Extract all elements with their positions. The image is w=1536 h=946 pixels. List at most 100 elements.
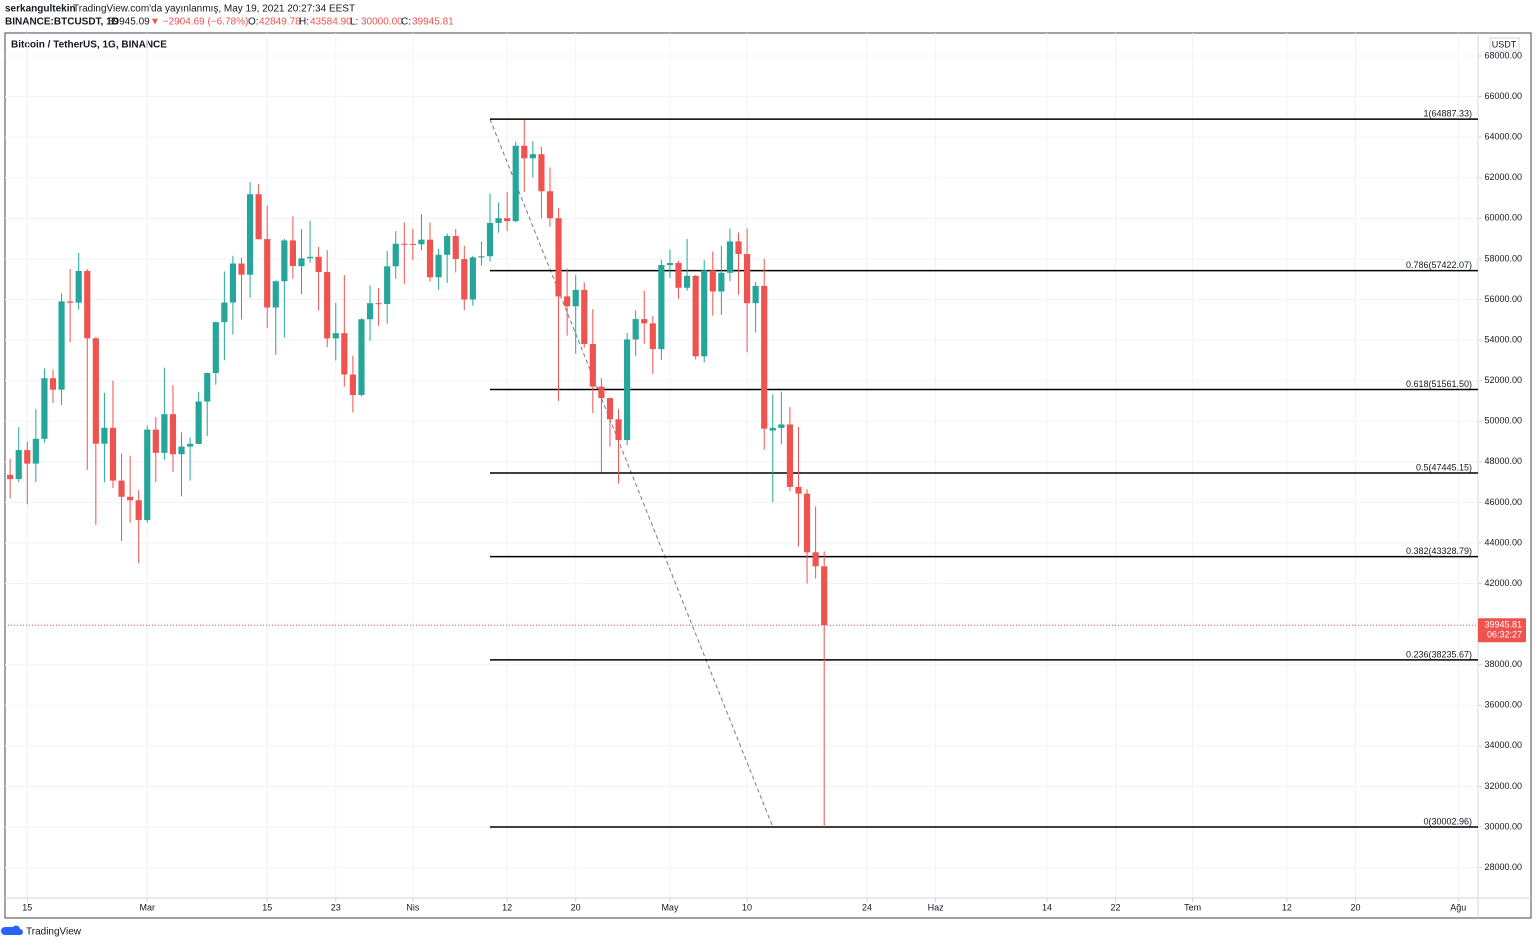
currency-box — [1489, 37, 1520, 52]
candle-body — [649, 323, 656, 350]
y-tick-label: 38000.00 — [1484, 659, 1522, 669]
candle-body — [735, 241, 742, 255]
candle-body — [75, 270, 82, 303]
published: TradingView.com'da yayınlanmış, May 19, … — [73, 4, 355, 15]
candle-body — [187, 443, 194, 447]
candle-body — [478, 256, 485, 258]
candle-body — [521, 145, 528, 159]
candle-body — [178, 446, 185, 455]
candle-body — [375, 303, 382, 305]
candle-body — [444, 235, 451, 255]
candle-body — [41, 378, 48, 439]
x-tick-label: 24 — [862, 902, 872, 912]
x-tick-label: 15 — [22, 902, 32, 912]
candle-body — [195, 401, 202, 444]
fib-label: 0.236(38235.67) — [1406, 649, 1472, 659]
candle-body — [504, 218, 511, 222]
candle-body — [606, 398, 614, 420]
candle-body — [109, 427, 117, 481]
candle-body — [769, 427, 776, 431]
y-tick-label: 30000.00 — [1484, 821, 1522, 831]
candle-body — [246, 194, 254, 275]
x-tick-label: 23 — [331, 902, 341, 912]
currency: USDT — [1492, 39, 1517, 49]
x-tick-label: 12 — [502, 902, 512, 912]
candle-body — [589, 344, 596, 387]
candle-body — [675, 263, 682, 288]
candle-body — [144, 429, 151, 520]
candle-body — [726, 241, 734, 273]
legend-title: Bitcoin / TetherUS, 1G, BINANCE — [11, 40, 167, 51]
candle-body — [238, 263, 245, 275]
candle-body — [795, 486, 802, 494]
x-tick-label: May — [661, 902, 679, 912]
candle-body — [366, 303, 374, 320]
price: 39945.09 — [108, 17, 150, 28]
candle-body — [272, 281, 279, 308]
candle-body — [624, 339, 631, 440]
y-tick-label: 48000.00 — [1484, 456, 1522, 466]
candle-body — [761, 285, 768, 429]
y-tick-label: 56000.00 — [1484, 294, 1522, 304]
x-tick-label: 22 — [1111, 902, 1121, 912]
candle-body — [409, 243, 416, 245]
candle-body — [718, 272, 725, 292]
candle-body — [101, 427, 108, 444]
x-tick-label: Nis — [406, 902, 419, 912]
candle-body — [24, 450, 31, 464]
x-tick-label: 20 — [571, 902, 581, 912]
publisher: serkangultekin — [5, 4, 76, 15]
candle-body — [306, 256, 314, 259]
candle-body — [692, 275, 699, 357]
candle-body — [572, 289, 579, 307]
candle-body — [161, 414, 168, 453]
candle-body — [641, 319, 648, 324]
candle-body — [701, 270, 708, 357]
last-price-label: 39945.81 — [1484, 620, 1522, 630]
candle-body — [341, 333, 348, 375]
ohlc-label: C: — [401, 17, 411, 28]
y-tick-label: 44000.00 — [1484, 537, 1522, 547]
countdown: 06:32:27 — [1487, 630, 1522, 640]
candle-body — [204, 373, 211, 402]
x-tick-label: 12 — [1282, 902, 1292, 912]
candle-body — [803, 493, 811, 553]
candle-body — [564, 296, 571, 307]
x-tick-label: Ağu — [1450, 902, 1466, 912]
x-tick-label: 10 — [742, 902, 752, 912]
candle-body — [264, 239, 271, 308]
y-tick-label: 34000.00 — [1484, 740, 1522, 750]
ohlc-value: 39945.81 — [412, 17, 454, 28]
change: ▼ −2904.69 (−6.78%) — [150, 17, 248, 28]
candle-body — [529, 154, 536, 159]
candle-body — [632, 319, 639, 340]
candle-body — [169, 414, 177, 455]
candle-body — [229, 263, 237, 303]
candle-body — [752, 285, 759, 304]
candle-body — [349, 374, 356, 395]
y-tick-label: 60000.00 — [1484, 213, 1522, 223]
candle-body — [658, 265, 665, 350]
y-tick-label: 54000.00 — [1484, 334, 1522, 344]
candle-body — [7, 474, 14, 480]
candle-body — [49, 378, 57, 390]
chart-frame — [4, 32, 1532, 919]
candle-body — [743, 254, 751, 304]
candle-body — [358, 319, 365, 395]
y-tick-label: 46000.00 — [1484, 497, 1522, 507]
candle-body — [821, 566, 828, 626]
candle-body — [786, 424, 793, 487]
fib-label: 0.5(47445.15) — [1416, 462, 1472, 472]
candle-body — [221, 302, 228, 323]
candle-body — [512, 145, 519, 222]
y-tick-label: 68000.00 — [1484, 50, 1522, 60]
candle-body — [581, 289, 588, 345]
y-tick-label: 50000.00 — [1484, 416, 1522, 426]
y-tick-label: 58000.00 — [1484, 253, 1522, 263]
candle-body — [452, 235, 459, 260]
y-tick-label: 28000.00 — [1484, 862, 1522, 872]
candle-body — [778, 424, 785, 428]
candle-body — [281, 240, 288, 282]
candle-body — [255, 194, 262, 240]
